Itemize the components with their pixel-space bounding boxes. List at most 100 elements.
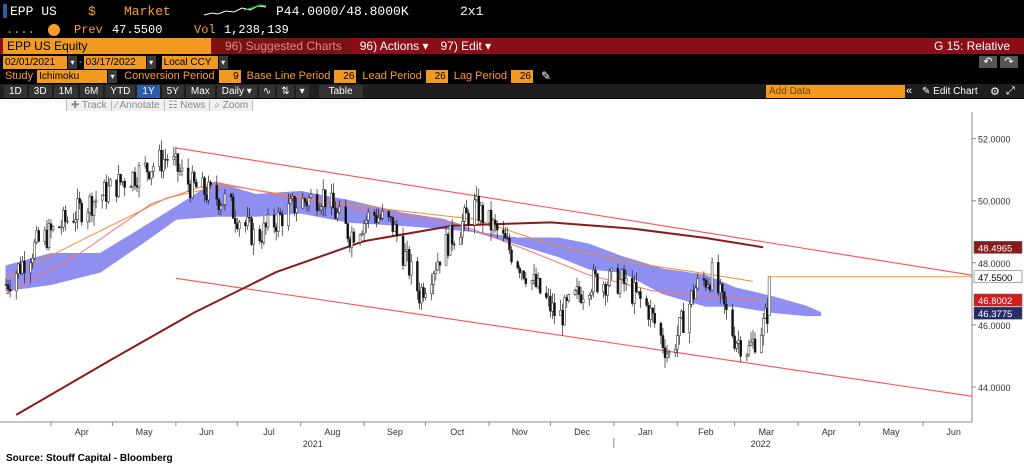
frequency-select[interactable]: Daily ▾ (216, 84, 257, 98)
candle-body (680, 310, 683, 318)
candle-body (80, 202, 83, 223)
candle-body (716, 262, 720, 294)
collapse-icon[interactable]: « (906, 85, 913, 97)
price-tag-box (973, 270, 1023, 284)
candle-body (37, 230, 40, 242)
main-toolbar: EPP US Equity 96) Suggested Charts 96) A… (0, 38, 1024, 54)
candle-body (391, 216, 395, 232)
candle-body (29, 262, 32, 274)
candle-body (565, 297, 569, 301)
table-button[interactable]: Table (318, 84, 363, 98)
edit-menu[interactable]: 97) Edit ▾ (440, 39, 492, 53)
edit-chart-button[interactable]: ✎ Edit Chart (922, 86, 978, 97)
bell-icon[interactable] (48, 24, 60, 36)
candle-body (393, 224, 397, 232)
candle-body (534, 274, 538, 288)
tool-track[interactable]: ✚ Track (66, 100, 111, 111)
period-6m[interactable]: 6M (79, 84, 104, 98)
chart-type-chevron-icon[interactable]: ▾ (295, 84, 309, 98)
range-dash: - (79, 56, 83, 68)
study-bar: Study Ichimoku ▾ Conversion Period 9 Bas… (0, 69, 1024, 83)
study-select[interactable]: Ichimoku (37, 69, 108, 83)
expand-icon[interactable]: ⤢ (1006, 84, 1015, 97)
candle-body (434, 269, 438, 274)
actions-menu[interactable]: 96) Actions ▾ (359, 39, 429, 53)
period-ytd[interactable]: YTD (105, 84, 136, 98)
candle-body (618, 278, 622, 294)
candle-body (545, 292, 548, 298)
candle-body (673, 349, 677, 353)
lead-period-input[interactable]: 26 (425, 69, 448, 83)
candle-body (459, 236, 462, 245)
pencil-icon[interactable]: ✎ (540, 69, 552, 83)
tool-zoom[interactable]: ⌕ Zoom (209, 100, 254, 111)
candle-body (516, 261, 519, 269)
candle-body (319, 206, 323, 211)
candlesticks (4, 140, 771, 368)
undo-icon[interactable]: ↶ (979, 56, 997, 68)
candle-body (266, 214, 270, 228)
candle-body (188, 183, 192, 198)
candle-body (244, 222, 247, 227)
tool-news[interactable]: ☷ News (163, 100, 210, 111)
candle-body (62, 210, 65, 228)
suggested-charts-button[interactable]: 96) Suggested Charts (215, 38, 352, 54)
candle-body (389, 216, 393, 218)
period-1d[interactable]: 1D (4, 84, 27, 98)
candle-body (278, 212, 282, 215)
candle-body (178, 170, 182, 173)
candle-body (307, 197, 311, 206)
lag-period-input[interactable]: 26 (510, 69, 533, 83)
candle-body (506, 237, 509, 240)
redo-icon[interactable]: ↷ (1000, 56, 1018, 68)
add-data-input[interactable]: Add Data (766, 84, 905, 98)
bar-chart-icon[interactable]: ⇅ (277, 84, 294, 98)
end-date-calendar-icon[interactable]: ▾ (146, 55, 156, 69)
candle-body (309, 194, 313, 198)
conversion-period-input[interactable]: 9 (218, 69, 241, 83)
period-1m[interactable]: 1M (53, 84, 78, 98)
security-field[interactable]: EPP US Equity (3, 38, 211, 54)
period-max[interactable]: Max (185, 84, 215, 98)
candle-body (461, 221, 464, 238)
candle-body (352, 231, 356, 243)
period-1y[interactable]: 1Y (137, 84, 160, 98)
candle-body (692, 290, 695, 300)
candle-body (602, 284, 605, 293)
candle-body (553, 302, 556, 317)
candle-body (381, 211, 384, 219)
candle-body (387, 211, 390, 217)
currency-chevron-icon[interactable]: ▾ (218, 55, 228, 69)
candle-body (74, 219, 77, 223)
period-3d[interactable]: 3D (28, 84, 52, 98)
settings-icon[interactable]: ⚙ (990, 85, 1000, 98)
ticker-label[interactable]: EPP US (10, 3, 57, 19)
candle-body (90, 196, 94, 216)
candle-body (579, 294, 583, 303)
candle-body (581, 298, 585, 303)
start-date-input[interactable]: 02/01/2021 (3, 55, 67, 69)
start-date-calendar-icon[interactable]: ▾ (68, 55, 77, 69)
currency-select[interactable]: Local CCY (161, 55, 218, 69)
x-month-label: Apr (822, 427, 836, 437)
line-chart-icon[interactable]: ∿ (258, 84, 276, 98)
study-chevron-icon[interactable]: ▾ (108, 69, 118, 83)
candle-body (45, 229, 49, 249)
candle-body (321, 189, 325, 207)
price-chart[interactable]: 52.0000 50.0000 48.0000 46.0000 44.0000 Apr Ma… (0, 112, 1024, 467)
candle-body (573, 290, 577, 295)
candle-body (223, 193, 227, 205)
long-moving-average-line (15, 221, 764, 416)
x-year-label: 2021 (303, 439, 323, 449)
period-5y[interactable]: 5Y (161, 84, 184, 98)
conversion-period-label: Conversion Period (124, 70, 215, 82)
base-line-period-input[interactable]: 26 (334, 69, 357, 83)
quote-line: EPP US $ Market P44.0000/48.8000K 2x1 (0, 0, 1024, 22)
end-date-input[interactable]: 03/17/2022 (83, 55, 146, 69)
candle-body (236, 223, 239, 230)
x-month-label: May (136, 427, 154, 437)
x-month-label: Jul (263, 427, 275, 437)
tool-annotate[interactable]: ∕ Annotate (110, 100, 164, 111)
candle-body (751, 338, 755, 343)
candle-body (678, 317, 681, 336)
